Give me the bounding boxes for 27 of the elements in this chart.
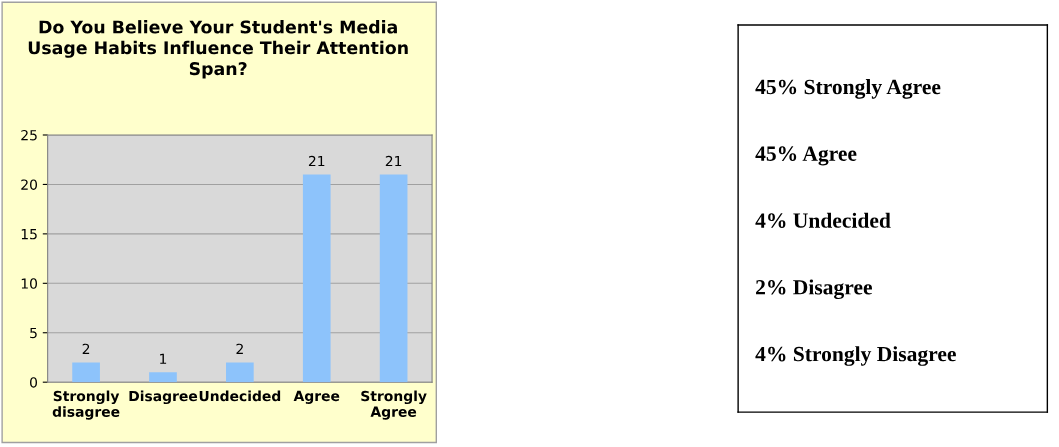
data-label: 21 [385, 155, 402, 167]
y-tick-label: 10 [21, 278, 38, 289]
x-tick-label: Undecided [199, 390, 281, 402]
x-tick-label: Disagree [129, 390, 198, 405]
data-label: 21 [308, 155, 325, 167]
data-label: 1 [160, 353, 167, 364]
text: 45% Strongly Agree [755, 79, 941, 99]
chart-title: Do You Believe Your Student's Media Usage Habits Influence Their Attention Span? [28, 20, 408, 79]
x-tick-label: Strongly Agree [361, 390, 427, 420]
y-tick-label: 0 [30, 377, 38, 388]
bar [302, 174, 331, 383]
y-tick-label: 25 [21, 129, 37, 141]
y-tick-label: 20 [21, 179, 38, 190]
data-label: 2 [236, 343, 243, 354]
x-tick-label: Agree [293, 390, 340, 404]
x-tick-label: Strongly disagree [52, 390, 120, 420]
y-tick-label: 5 [30, 327, 37, 339]
data-label: 2 [82, 343, 90, 354]
y-tick-label: 15 [21, 229, 37, 240]
bar [379, 174, 408, 383]
bar [226, 362, 254, 383]
bar [72, 362, 100, 383]
text: 45% Agree [755, 146, 857, 166]
bar [149, 372, 177, 383]
text: 2% Disagree [756, 279, 872, 300]
text: 4% Undecided [755, 212, 891, 228]
text: 4% Strongly Disagree [755, 346, 956, 366]
